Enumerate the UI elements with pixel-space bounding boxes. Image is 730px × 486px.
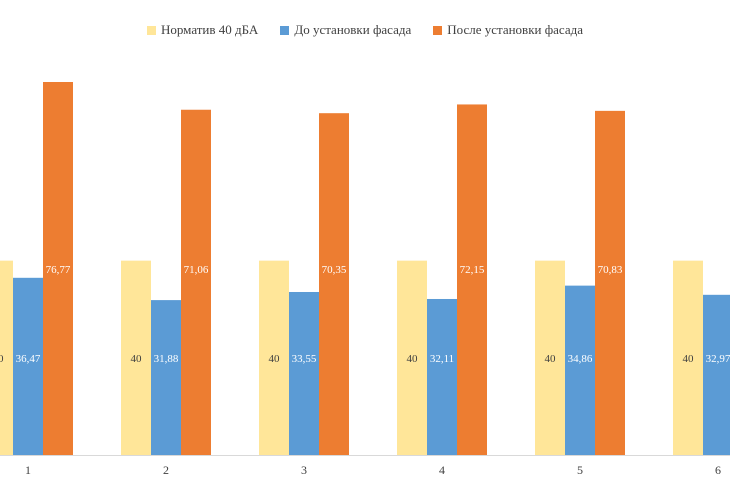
bar-norm-3 bbox=[259, 260, 289, 455]
data-label-norm-2: 40 bbox=[131, 353, 143, 365]
bar-norm-2 bbox=[121, 260, 151, 455]
legend-swatch-norm bbox=[146, 25, 156, 35]
bar-after-5 bbox=[595, 110, 625, 456]
data-label-after-2: 71,06 bbox=[184, 264, 209, 276]
data-label-before-6: 32,97 bbox=[706, 353, 730, 365]
bar-before-2 bbox=[151, 300, 181, 455]
legend-swatch-after bbox=[433, 25, 443, 35]
data-label-before-4: 32,11 bbox=[430, 353, 454, 365]
bar-norm-1 bbox=[0, 260, 13, 455]
data-label-before-1: 36,47 bbox=[16, 353, 41, 365]
legend-item-before: До установки фасада bbox=[280, 22, 411, 38]
bar-before-3 bbox=[289, 291, 319, 455]
x-tick-label-5: 5 bbox=[577, 463, 583, 477]
x-tick-label-3: 3 bbox=[301, 463, 307, 477]
bar-norm-5 bbox=[535, 260, 565, 455]
bar-before-1 bbox=[13, 277, 43, 455]
x-tick-label-4: 4 bbox=[439, 463, 445, 477]
legend-label-before: До установки фасада bbox=[294, 22, 412, 37]
bar-before-6 bbox=[703, 294, 730, 455]
bar-before-5 bbox=[565, 285, 595, 455]
bar-before-4 bbox=[427, 298, 457, 455]
bar-after-2 bbox=[181, 109, 211, 456]
legend-label-norm: Норматив 40 дБА bbox=[160, 22, 259, 37]
data-label-after-1: 76,77 bbox=[46, 264, 71, 276]
bar-after-4 bbox=[457, 104, 487, 455]
data-label-before-5: 34,86 bbox=[568, 353, 593, 365]
data-label-before-3: 33,55 bbox=[292, 353, 317, 365]
x-tick-label-2: 2 bbox=[163, 463, 169, 477]
data-label-after-5: 70,83 bbox=[598, 264, 623, 276]
data-label-norm-1: 40 bbox=[0, 353, 4, 365]
data-label-before-2: 31,88 bbox=[154, 353, 179, 365]
legend: Норматив 40 дБА До установки фасада Посл… bbox=[0, 22, 730, 38]
data-label-norm-4: 40 bbox=[407, 353, 419, 365]
data-label-norm-3: 40 bbox=[269, 353, 281, 365]
bar-norm-4 bbox=[397, 260, 427, 455]
data-label-after-3: 70,35 bbox=[322, 264, 347, 276]
legend-item-after: После установки фасада bbox=[433, 22, 583, 38]
x-tick-label-1: 1 bbox=[25, 463, 31, 477]
bar-after-1 bbox=[43, 82, 73, 455]
bar-norm-6 bbox=[673, 260, 703, 455]
legend-label-after: После установки фасада bbox=[447, 22, 583, 37]
legend-item-norm: Норматив 40 дБА bbox=[146, 22, 259, 38]
data-label-norm-5: 40 bbox=[545, 353, 557, 365]
legend-swatch-before bbox=[280, 25, 290, 35]
x-tick-label-6: 6 bbox=[715, 463, 721, 477]
data-label-after-4: 72,15 bbox=[460, 264, 485, 276]
data-label-norm-6: 40 bbox=[683, 353, 695, 365]
bar-after-3 bbox=[319, 113, 349, 455]
